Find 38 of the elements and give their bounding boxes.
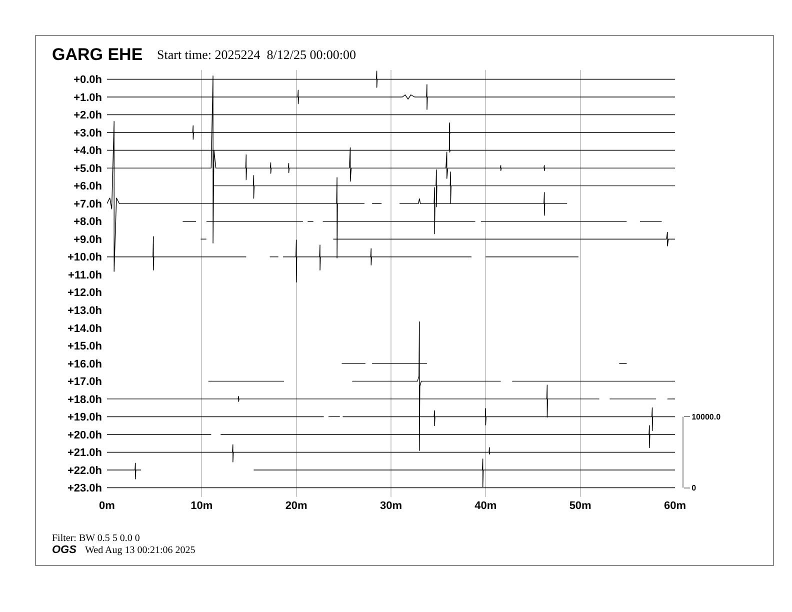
y-tick-label: +19.0h <box>67 412 102 424</box>
y-tick-label: +4.0h <box>74 145 102 158</box>
y-tick-label: +16.0h <box>67 358 102 370</box>
x-tick-label: 40m <box>474 500 497 512</box>
y-tick-label: +9.0h <box>74 234 102 246</box>
y-tick-label: +21.0h <box>67 447 102 460</box>
y-tick-label: +15.0h <box>67 340 102 353</box>
y-tick-label: +18.0h <box>67 394 102 406</box>
text: OGS <box>52 544 78 556</box>
y-tick-label: +2.0h <box>74 110 102 122</box>
chart-subtitle: Start time: 2025224 8/12/25 00:00:00 <box>157 47 356 62</box>
x-tick-label: 20m <box>285 500 308 512</box>
y-tick-label: +7.0h <box>74 198 102 210</box>
y-tick-label: +23.0h <box>67 482 102 495</box>
y-tick-label: +6.0h <box>74 180 102 193</box>
y-tick-label: +3.0h <box>74 127 102 140</box>
y-tick-label: +12.0h <box>67 287 102 300</box>
y-tick-label: +10.0h <box>67 252 102 264</box>
y-tick-label: +20.0h <box>67 429 102 442</box>
y-tick-label: +8.0h <box>74 216 102 228</box>
y2-tick-label: 10000.0 <box>692 412 722 422</box>
y-tick-label: +5.0h <box>74 162 102 175</box>
x-tick-label: 50m <box>569 500 592 512</box>
text: Filter: BW 0.5 5 0.0 0 <box>52 533 140 544</box>
x-tick-label: 10m <box>190 500 213 512</box>
x-tick-label: 0m <box>99 500 116 512</box>
y-tick-label: +13.0h <box>67 304 102 317</box>
y2-tick-label: 0 <box>692 484 697 493</box>
y-tick-label: +1.0h <box>74 92 102 104</box>
y-tick-label: +0.0h <box>74 74 102 86</box>
text: Wed Aug 13 00:21:06 2025 <box>85 545 196 556</box>
y-tick-label: +22.0h <box>67 464 102 477</box>
chart-title: GARG EHE <box>52 45 143 64</box>
y-tick-label: +11.0h <box>68 269 102 282</box>
y-tick-label: +17.0h <box>67 376 102 388</box>
y-tick-label: +14.0h <box>67 322 102 335</box>
x-tick-label: 60m <box>664 500 686 512</box>
x-tick-label: 30m <box>380 500 402 512</box>
